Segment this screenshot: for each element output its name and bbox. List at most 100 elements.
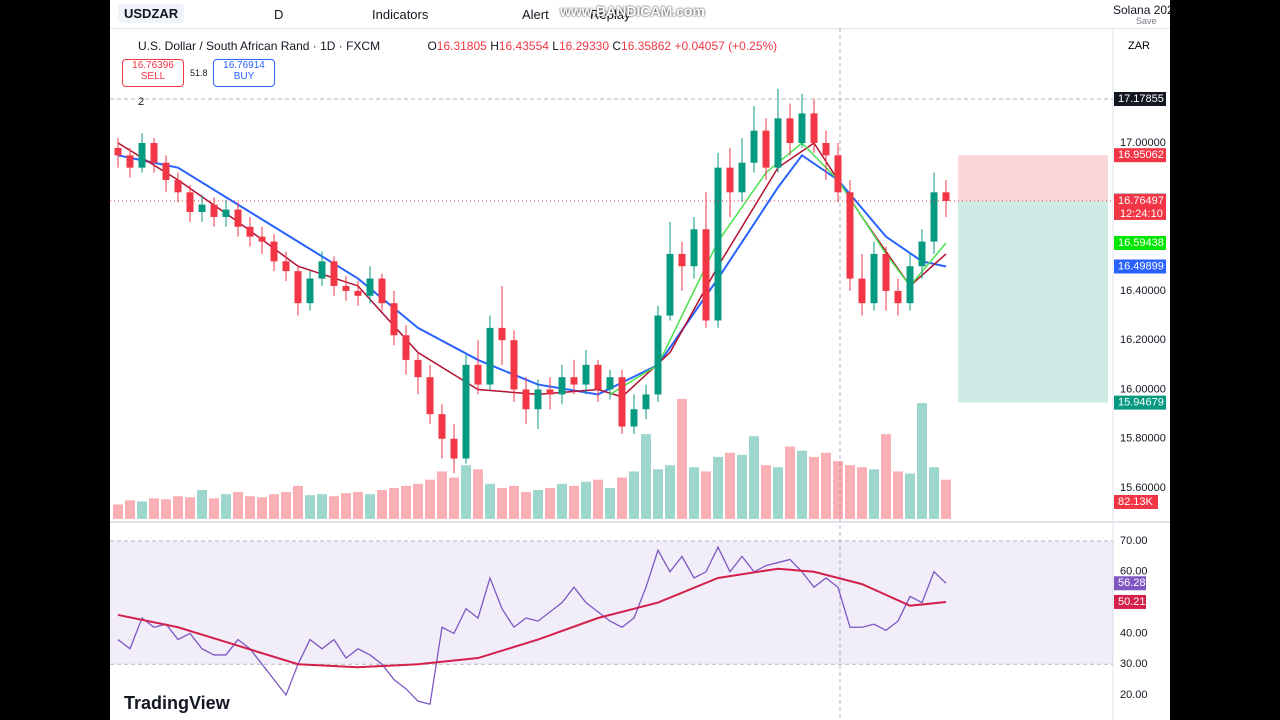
price-marker [1114,148,1166,163]
ma-line [609,141,947,396]
volume-bar [281,492,291,519]
candle [678,253,686,267]
stop-zone [958,155,1108,201]
candle [642,394,650,410]
volume-bar [305,495,315,519]
volume-bar [845,465,855,519]
price-tick-label: 16.40000 [1120,285,1166,297]
volume-bar [209,498,219,519]
c: 16.35862 [621,39,672,53]
volume-bar [329,496,339,519]
candle [390,303,398,336]
indicator-count[interactable]: 2 [138,96,145,108]
candle [150,143,158,163]
volume-bar [221,494,231,519]
candle [378,278,386,304]
volume-bar [545,487,555,519]
volume-bar [605,487,615,519]
layout-name[interactable]: Solana 2024 [1113,3,1170,17]
price-tick-label: 16.20000 [1120,334,1166,346]
alert[interactable]: Alert [522,7,549,22]
volume-bar [197,490,207,519]
candle [930,192,938,242]
rsi-tick-label: 70.00 [1120,535,1148,547]
volume-bar [353,492,363,519]
countdown: 12:24:10 [1120,208,1163,220]
volume-bar [533,490,543,519]
rsi-tick-label: 40.00 [1120,627,1148,639]
sell-button[interactable]: 16.76396 SELL [122,59,184,87]
candle [558,377,566,395]
volume-bar [581,481,591,519]
interval[interactable]: D [274,7,284,22]
candle [894,290,902,304]
volume-bar [881,434,891,519]
candle [858,278,866,304]
currency[interactable]: ZAR [1128,40,1150,52]
candle [786,118,794,143]
candle [810,113,818,143]
volume-bar [149,498,159,519]
volume-marker [1114,495,1158,509]
app: USDZAR D Indicators Alert Replay www.BAN… [110,0,1170,720]
price-marker [1114,259,1166,274]
candle [774,118,782,168]
candle [486,327,494,385]
indicators[interactable]: Indicators [372,7,429,22]
volume-bar [341,493,351,519]
candle [510,340,518,390]
candle [210,204,218,217]
c-label: C [612,39,622,53]
candle [294,271,302,304]
save[interactable]: Save [1136,16,1157,26]
legend-title: U.S. Dollar / South African Rand · 1D · … [138,39,381,53]
candle [522,389,530,410]
price-marker [1114,193,1166,208]
candle [402,335,410,360]
candle [750,130,758,163]
volume-bar [449,477,459,519]
candle [330,261,338,286]
volume-bar [797,450,807,519]
volume-bar [365,494,375,519]
volume-bar [497,487,507,519]
ma-line [117,567,947,669]
volume-bar [317,494,327,519]
buy: BUY [233,71,255,82]
candle [942,192,950,201]
candle [822,143,830,156]
volume-bar [809,456,819,519]
candle [342,285,350,291]
volume-bar [401,485,411,519]
change: +0.04057 (+0.25%) [674,39,778,53]
rsi-marker [1114,576,1146,591]
volume-bar [773,467,783,519]
brand: TradingView [124,693,231,713]
candle [306,278,314,304]
candle [918,241,926,267]
volume-bar [917,403,927,519]
candle [726,167,734,193]
buy-button[interactable]: 16.76914 BUY [213,59,275,87]
candle [882,253,890,291]
candle [546,389,554,395]
o: 16.31805 [436,39,487,53]
volume-bar [641,434,651,519]
volume-bar [893,471,903,519]
volume-bar [785,446,795,519]
replay[interactable]: Replay [590,7,631,22]
target-zone [958,200,1108,403]
candle [846,192,854,279]
volume-bar [833,461,843,519]
candle [414,359,422,378]
candle [462,364,470,459]
sell: SELL [140,71,166,82]
volume-bar [905,473,915,519]
price-marker-label: 16.95062 [1118,149,1164,161]
price-marker [1114,193,1166,208]
candle [438,414,446,439]
chart: ZAR TradingView 70.00 60.00 40.00 30.00 20.0… [110,28,1170,720]
candle [690,229,698,267]
candle [870,253,878,304]
symbol[interactable]: USDZAR [118,4,185,23]
